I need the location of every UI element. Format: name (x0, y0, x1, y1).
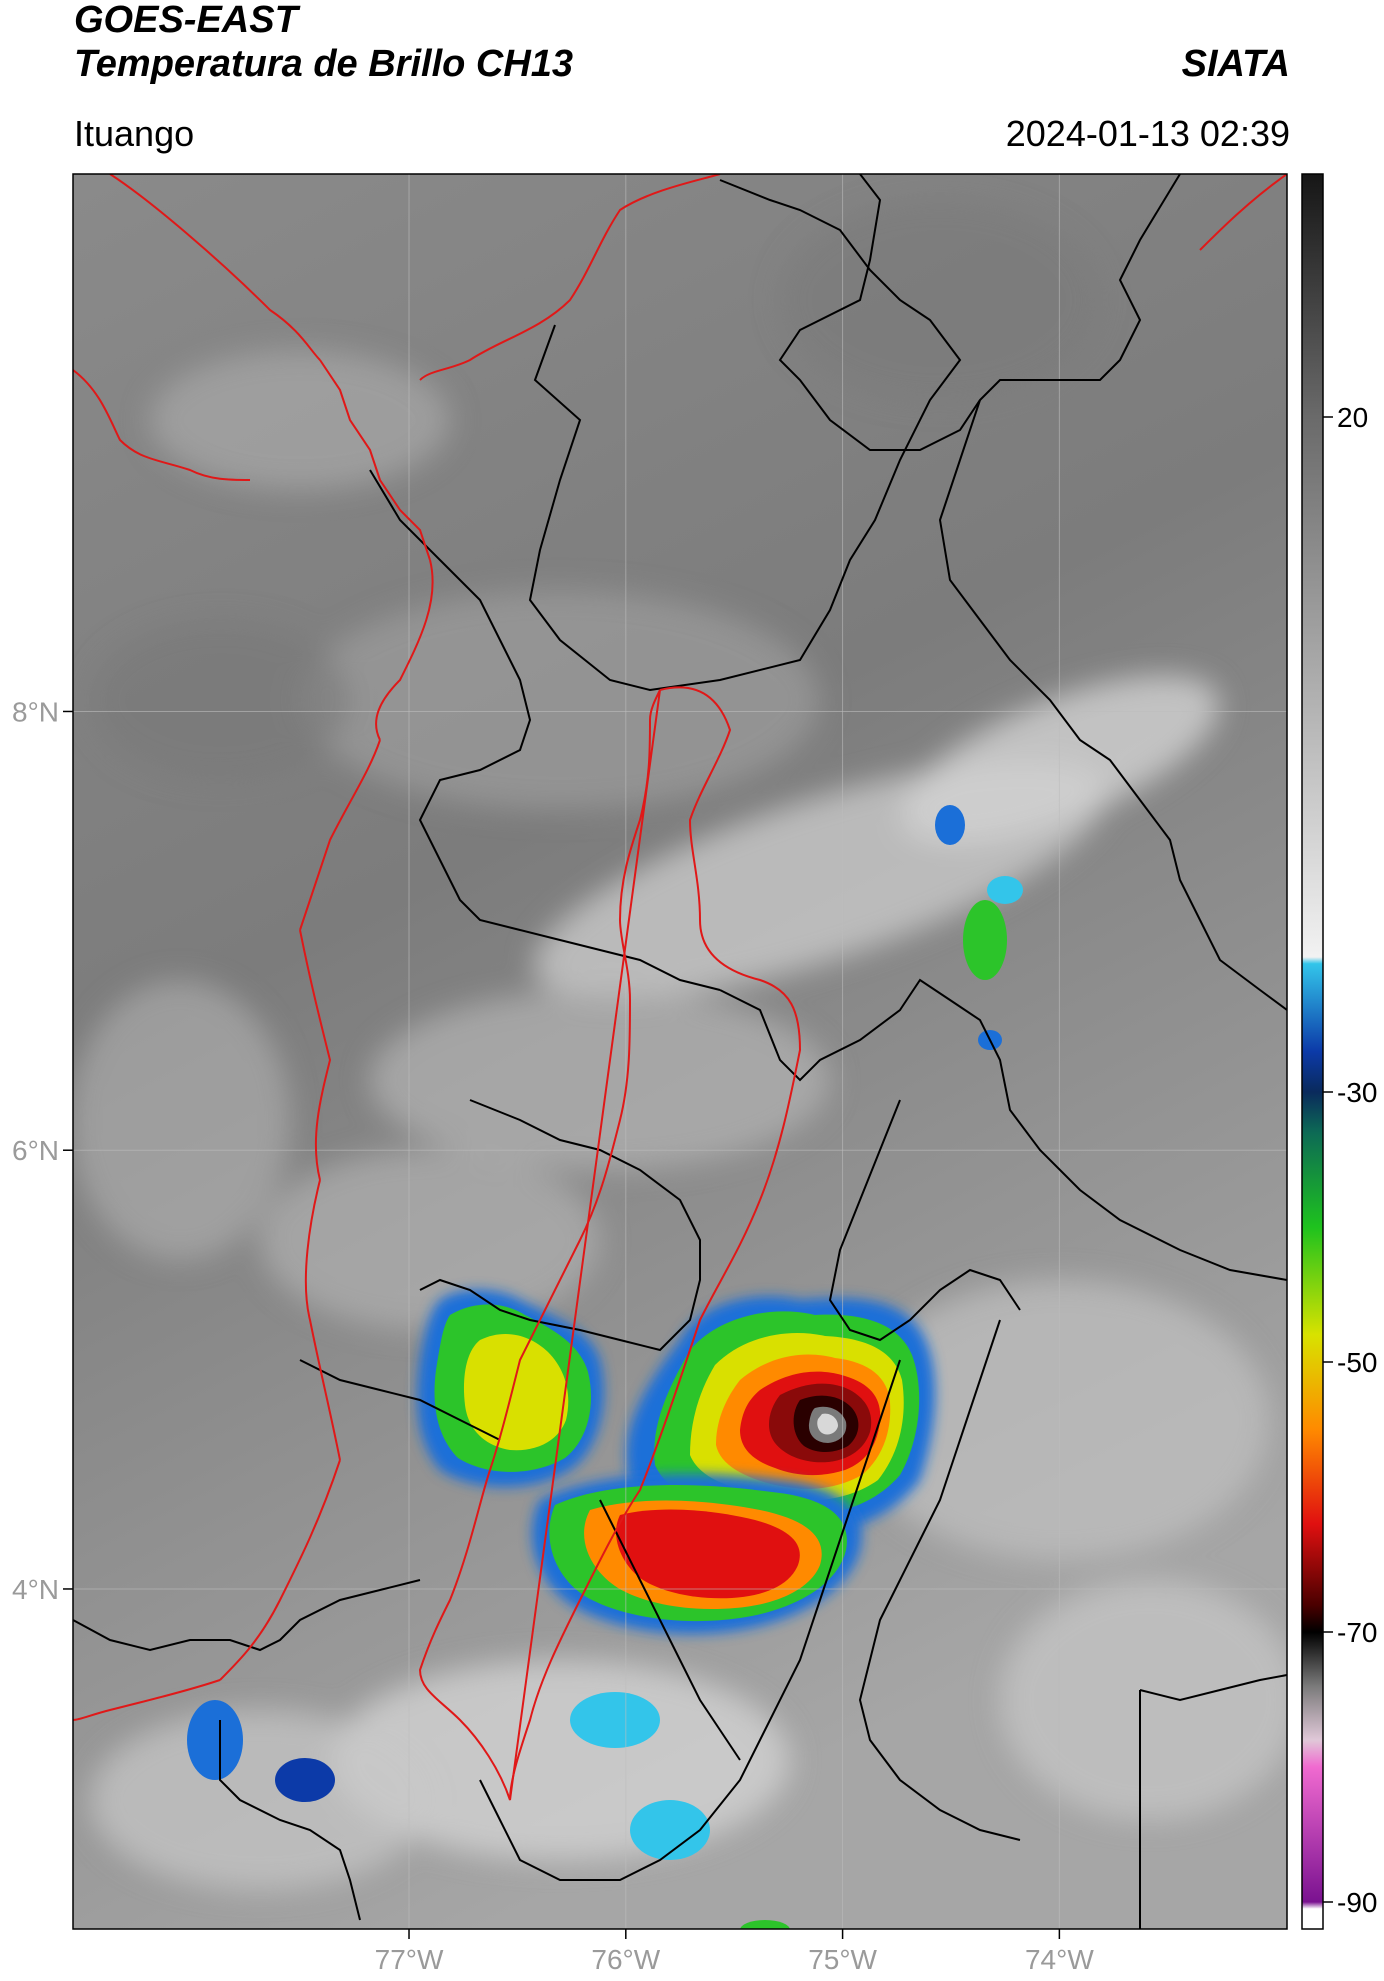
longitude-ticks: 77°W 76°W 75°W 74°W (375, 1929, 1094, 1975)
department-boundaries (73, 174, 1287, 1929)
colorbar: 20 -30 -50 -70 -90 (1301, 173, 1377, 1930)
map-canvas (73, 174, 1287, 1929)
brand-label: SIATA (1181, 43, 1290, 85)
graticule (73, 174, 1287, 1929)
convective-storm-east (626, 1296, 935, 1533)
lon-tick-label: 77°W (375, 1944, 444, 1975)
colorbar-tick-label: -70 (1337, 1617, 1377, 1648)
colorbar-tick-label: 20 (1337, 402, 1368, 433)
scattered-cold-cells (187, 805, 1023, 1929)
colorbar-ticks: 20 -30 -50 -70 -90 (1323, 402, 1377, 1918)
satellite-title: GOES-EAST (74, 0, 298, 41)
lon-tick-label: 76°W (591, 1944, 660, 1975)
colorbar-frame (1301, 173, 1324, 1930)
convective-storm-west (417, 1289, 604, 1487)
colorbar-tick-label: -90 (1337, 1887, 1377, 1918)
lon-tick-label: 74°W (1025, 1944, 1094, 1975)
convective-band-south (532, 1474, 862, 1634)
coastline-and-basin (73, 174, 1287, 1801)
lat-tick-label: 4°N (12, 1574, 59, 1605)
map-frame (72, 173, 1288, 1930)
lat-tick-label: 8°N (12, 696, 59, 727)
colorbar-tick-label: -50 (1337, 1347, 1377, 1378)
lon-tick-label: 75°W (808, 1944, 877, 1975)
colorbar-tick-label: -30 (1337, 1077, 1377, 1108)
lat-tick-label: 6°N (12, 1135, 59, 1166)
location-label: Ituango (74, 113, 195, 154)
product-title: Temperatura de Brillo CH13 (74, 43, 574, 85)
latitude-ticks: 8°N 6°N 4°N (12, 696, 73, 1605)
timestamp-label: 2024-01-13 02:39 (1005, 113, 1290, 154)
colorbar-gradient (1302, 174, 1323, 1929)
